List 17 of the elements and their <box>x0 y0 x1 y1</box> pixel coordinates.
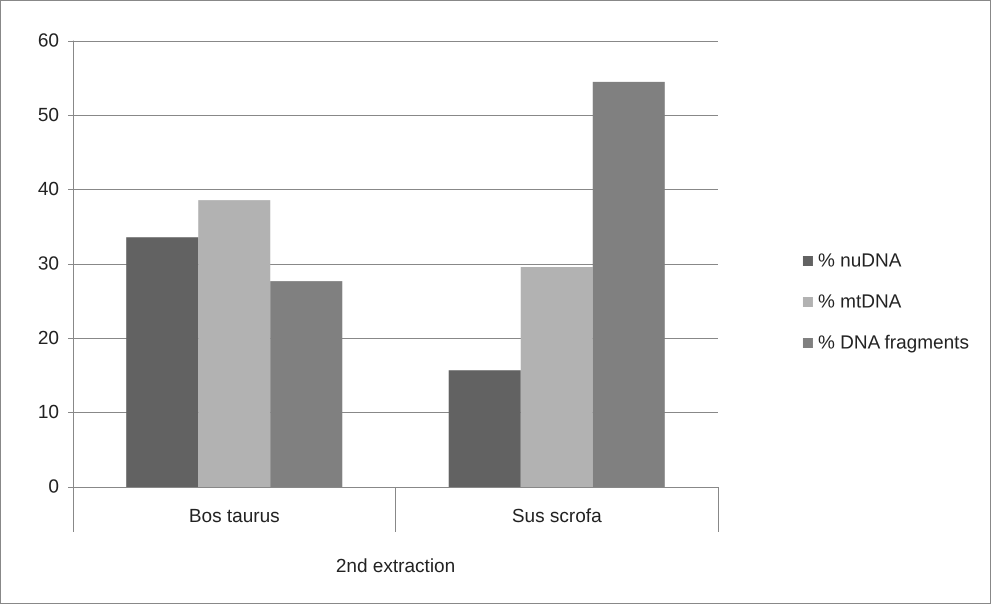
bar <box>520 266 593 487</box>
legend-label: % mtDNA <box>818 292 902 312</box>
y-tick-label: 0 <box>48 476 59 498</box>
x-tick-label: Sus scrofa <box>512 506 602 527</box>
bar <box>126 237 198 487</box>
x-axis-title: 2nd extraction <box>336 556 456 577</box>
y-tick-label: 30 <box>38 254 59 274</box>
y-tick-label: 20 <box>38 328 59 349</box>
legend-label: % DNA fragments <box>818 332 969 354</box>
y-tick-label: 60 <box>38 30 59 52</box>
x-tick-label: Bos taurus <box>188 506 280 527</box>
y-tick-label: 50 <box>38 104 59 126</box>
bar <box>198 200 270 487</box>
y-tick-label: 10 <box>38 402 59 424</box>
y-tick-label: 40 <box>38 179 59 200</box>
legend-label: % nuDNA <box>818 250 902 272</box>
bar <box>448 370 521 487</box>
